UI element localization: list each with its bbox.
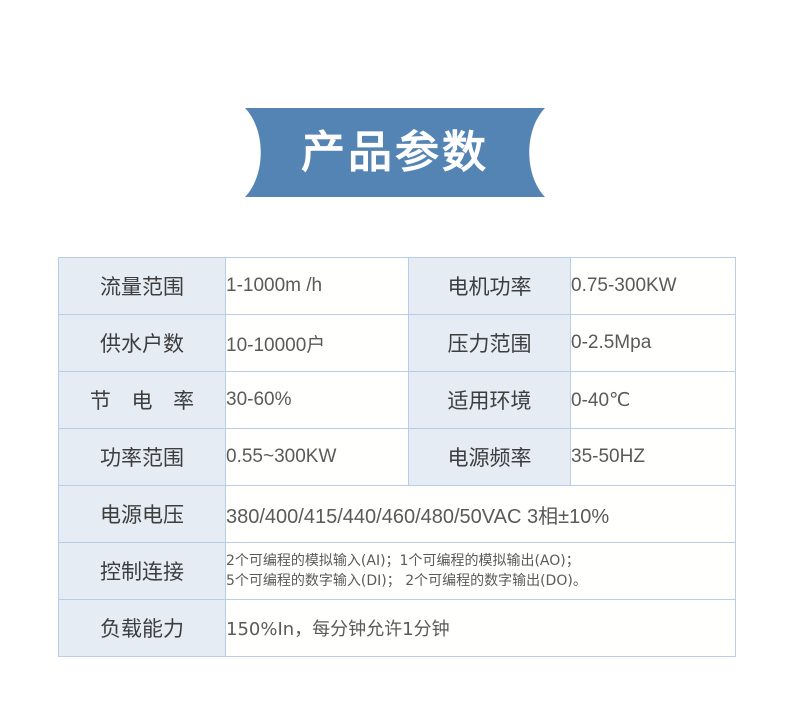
spec-value-power-frequency: 35-50HZ [570,428,736,486]
page-title: 产品参数 [301,126,489,178]
control-connections-line-2: 5个可编程的数字输入(DI)； 2个可编程的数字输出(DO)。 [226,573,587,589]
table-row: 供水户数 10-10000户 压力范围 0-2.5Mpa [58,314,736,372]
spec-value-energy-saving-rate: 30-60% [225,371,409,429]
spec-label-energy-saving-rate: 节 电 率 [58,371,226,429]
spec-label-households: 供水户数 [58,314,226,372]
table-row: 电源电压 380/400/415/440/460/480/50VAC 3相±10… [58,485,736,543]
spec-label-power-range: 功率范围 [58,428,226,486]
spec-label-motor-power: 电机功率 [408,257,571,315]
product-parameters-banner: 产品参数 [245,108,545,197]
spec-label-power-frequency: 电源频率 [408,428,571,486]
spec-value-households: 10-10000户 [225,314,409,372]
spec-label-flow-range: 流量范围 [58,257,226,315]
spec-label-load-capacity: 负载能力 [58,599,226,657]
spec-label-control-connections: 控制连接 [58,542,226,600]
spec-value-motor-power: 0.75-300KW [570,257,736,315]
spec-value-control-connections: 2个可编程的模拟输入(AI)；1个可编程的模拟输出(AO)； 5个可编程的数字输… [225,542,736,600]
spec-value-flow-range: 1-1000m /h [225,257,409,315]
table-row: 负载能力 150%In，每分钟允许1分钟 [58,599,736,657]
spec-value-power-range: 0.55~300KW [225,428,409,486]
table-row: 控制连接 2个可编程的模拟输入(AI)；1个可编程的模拟输出(AO)； 5个可编… [58,542,736,600]
table-row: 节 电 率 30-60% 适用环境 0-40℃ [58,371,736,429]
spec-value-supply-voltage: 380/400/415/440/460/480/50VAC 3相±10% [225,485,736,543]
spec-label-pressure-range: 压力范围 [408,314,571,372]
spec-value-pressure-range: 0-2.5Mpa [570,314,736,372]
control-connections-line-1: 2个可编程的模拟输入(AI)；1个可编程的模拟输出(AO)； [226,552,580,569]
spec-value-operating-environment: 0-40℃ [570,371,736,429]
spec-value-load-capacity: 150%In，每分钟允许1分钟 [225,599,736,657]
banner-ribbon-shape [245,108,545,197]
table-row: 流量范围 1-1000m /h 电机功率 0.75-300KW [58,257,736,315]
spec-label-operating-environment: 适用环境 [408,371,571,429]
table-row: 功率范围 0.55~300KW 电源频率 35-50HZ [58,428,736,486]
spec-label-supply-voltage: 电源电压 [58,485,226,543]
specifications-table: 流量范围 1-1000m /h 电机功率 0.75-300KW 供水户数 10-… [58,257,736,657]
